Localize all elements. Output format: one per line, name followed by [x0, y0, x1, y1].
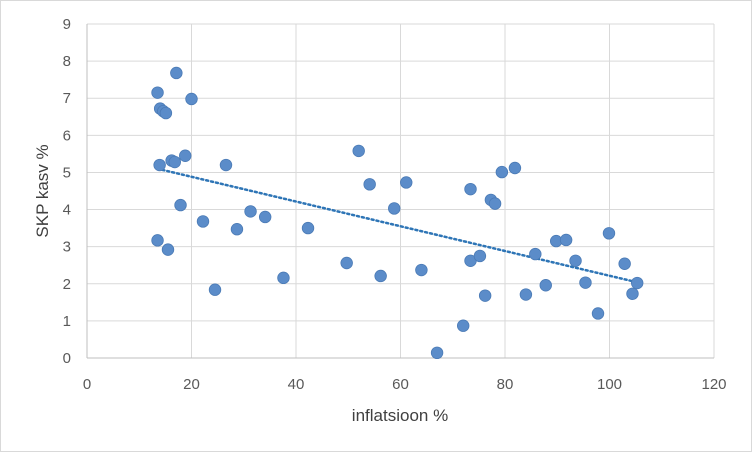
x-tick-label: 120	[701, 376, 726, 393]
data-point	[374, 269, 387, 283]
data-point	[626, 287, 639, 300]
data-point	[630, 276, 644, 290]
y-tick-label: 1	[63, 313, 71, 330]
data-point	[170, 66, 183, 80]
data-point	[519, 288, 533, 301]
y-tick-label: 8	[63, 53, 71, 70]
x-tick-label: 40	[288, 376, 305, 393]
data-point	[363, 178, 376, 191]
data-point	[244, 205, 257, 218]
y-axis-title: SKP kasv %	[33, 144, 52, 237]
y-tick-label: 9	[63, 16, 71, 33]
y-tick-label: 7	[63, 90, 71, 107]
data-point	[508, 161, 522, 175]
data-point	[478, 289, 492, 302]
data-point	[352, 144, 365, 158]
gridlines	[87, 23, 715, 358]
data-point	[495, 165, 509, 179]
data-point	[559, 233, 573, 247]
data-point	[602, 227, 616, 240]
axes	[86, 24, 714, 359]
data-point	[430, 346, 444, 360]
data-point	[168, 155, 181, 169]
data-point	[151, 86, 164, 99]
data-point	[277, 271, 290, 285]
x-axis-title: inflatsioon %	[352, 406, 448, 425]
data-point	[219, 158, 233, 172]
data-point	[618, 257, 631, 270]
data-point	[196, 215, 210, 228]
data-point	[539, 279, 552, 292]
data-point	[151, 234, 164, 247]
y-tick-label: 4	[63, 202, 71, 219]
data-point	[579, 276, 592, 289]
x-tick-label: 100	[597, 376, 622, 393]
data-point	[179, 149, 192, 162]
y-tick-label: 3	[63, 239, 71, 256]
x-tick-label: 20	[183, 376, 200, 393]
data-point	[415, 263, 428, 277]
data-point	[388, 202, 401, 215]
data-point	[488, 197, 502, 210]
data-point	[258, 210, 272, 224]
data-point	[159, 106, 173, 120]
data-point	[591, 307, 605, 320]
data-point	[457, 319, 470, 332]
x-tick-label: 0	[83, 376, 91, 393]
data-point	[400, 176, 413, 189]
data-point	[473, 249, 487, 263]
data-point	[185, 92, 198, 106]
data-point	[230, 223, 244, 236]
x-tick-label: 80	[497, 376, 514, 393]
data-point	[174, 198, 187, 212]
tick-labels: 0 1 2 3 4 5 6 7 8 9 0 20 40 60 80 100 120	[63, 16, 727, 393]
y-tick-label: 0	[63, 350, 71, 367]
data-point	[464, 182, 477, 196]
data-point	[153, 158, 166, 172]
data-points	[151, 66, 644, 360]
data-point	[161, 243, 175, 256]
data-point	[208, 283, 222, 296]
trendline	[156, 167, 637, 284]
y-tick-label: 5	[63, 164, 71, 181]
x-tick-label: 60	[392, 376, 409, 393]
data-point	[301, 221, 315, 235]
y-tick-label: 6	[63, 127, 71, 144]
y-tick-label: 2	[63, 276, 71, 293]
data-point	[340, 256, 353, 270]
data-point	[569, 254, 582, 267]
trendline-group	[156, 167, 637, 284]
data-point	[529, 247, 542, 261]
